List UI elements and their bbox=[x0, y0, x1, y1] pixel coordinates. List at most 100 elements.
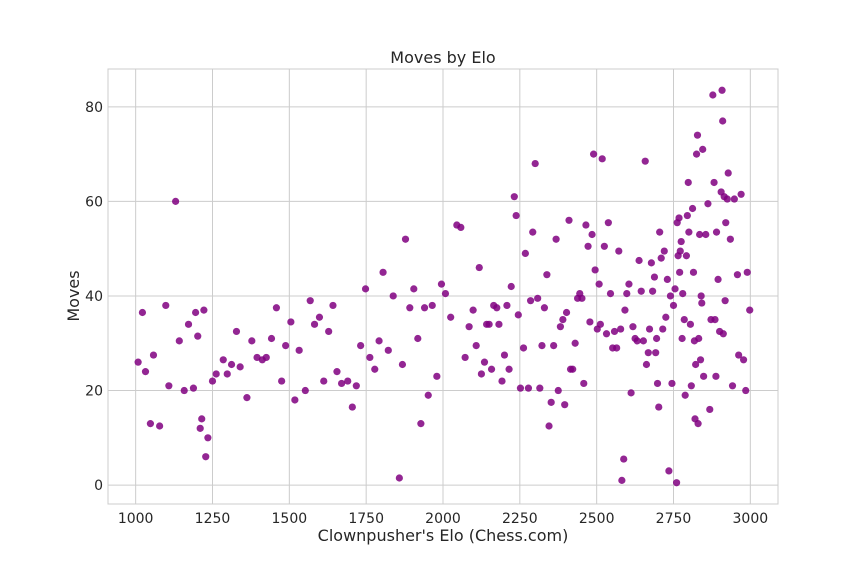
data-point bbox=[536, 384, 544, 392]
data-point bbox=[320, 377, 328, 385]
data-point bbox=[698, 299, 706, 307]
data-point bbox=[295, 346, 303, 354]
data-point bbox=[447, 313, 455, 321]
data-point bbox=[627, 389, 635, 397]
data-point bbox=[571, 339, 579, 347]
data-point bbox=[746, 306, 754, 314]
data-point bbox=[565, 216, 573, 224]
data-point bbox=[582, 221, 590, 229]
data-point bbox=[503, 301, 511, 310]
data-point bbox=[676, 247, 684, 255]
data-point bbox=[672, 479, 681, 487]
data-point bbox=[625, 280, 633, 288]
data-point bbox=[685, 228, 693, 236]
data-point bbox=[615, 247, 623, 255]
data-point bbox=[588, 230, 596, 239]
data-point bbox=[699, 145, 707, 153]
data-point bbox=[191, 308, 200, 317]
data-point bbox=[514, 311, 522, 319]
data-point bbox=[441, 289, 450, 298]
data-point bbox=[519, 344, 528, 352]
data-point bbox=[469, 306, 477, 314]
data-point bbox=[384, 346, 392, 354]
data-point bbox=[680, 315, 688, 324]
data-point bbox=[198, 415, 206, 423]
data-point bbox=[706, 405, 714, 414]
data-point bbox=[578, 294, 586, 302]
data-point bbox=[710, 178, 718, 187]
data-point bbox=[232, 327, 241, 336]
data-point bbox=[665, 467, 673, 475]
data-point bbox=[653, 334, 661, 343]
data-point bbox=[556, 323, 565, 331]
data-point bbox=[663, 275, 671, 284]
y-tick-label: 0 bbox=[94, 478, 103, 494]
data-point bbox=[712, 228, 721, 236]
data-point bbox=[721, 297, 729, 305]
data-point bbox=[437, 280, 446, 288]
data-point bbox=[461, 353, 469, 362]
data-point bbox=[175, 337, 183, 345]
data-point bbox=[417, 420, 425, 428]
data-point bbox=[637, 287, 645, 295]
data-point bbox=[552, 235, 560, 243]
data-point bbox=[655, 403, 663, 411]
data-point bbox=[545, 422, 553, 430]
x-tick-label: 1750 bbox=[348, 511, 384, 527]
data-point bbox=[569, 365, 577, 373]
data-point bbox=[512, 211, 520, 220]
data-points bbox=[134, 86, 754, 487]
data-point bbox=[681, 391, 689, 399]
data-point bbox=[730, 195, 738, 203]
data-point bbox=[366, 353, 374, 362]
y-tick-label: 80 bbox=[85, 100, 103, 116]
data-point bbox=[401, 235, 410, 243]
data-point bbox=[669, 301, 678, 310]
data-point bbox=[500, 351, 509, 359]
data-point bbox=[406, 304, 414, 312]
data-point bbox=[617, 325, 625, 333]
data-point bbox=[487, 365, 496, 373]
data-point bbox=[657, 254, 665, 262]
data-point bbox=[722, 219, 730, 227]
data-point bbox=[652, 349, 660, 357]
data-point bbox=[595, 280, 603, 288]
data-point bbox=[666, 292, 675, 300]
data-point bbox=[704, 200, 712, 208]
data-point bbox=[510, 193, 518, 201]
data-point bbox=[653, 379, 662, 388]
data-point bbox=[505, 365, 513, 373]
data-point bbox=[714, 275, 722, 284]
data-point bbox=[200, 306, 208, 314]
data-point bbox=[337, 379, 346, 388]
data-point bbox=[325, 327, 333, 336]
data-point bbox=[693, 131, 702, 139]
data-point bbox=[389, 292, 397, 300]
data-point bbox=[635, 256, 643, 265]
data-point bbox=[371, 365, 379, 373]
x-tick-label: 2500 bbox=[579, 511, 615, 527]
data-point bbox=[679, 289, 687, 298]
data-point bbox=[291, 396, 299, 404]
x-tick-label: 1000 bbox=[118, 511, 154, 527]
data-point bbox=[333, 368, 341, 376]
data-point bbox=[424, 391, 432, 399]
data-point bbox=[162, 301, 170, 310]
data-point bbox=[184, 320, 193, 328]
data-point bbox=[696, 230, 704, 239]
y-tick-label: 60 bbox=[85, 194, 103, 210]
data-point bbox=[495, 320, 503, 328]
data-point bbox=[684, 178, 692, 187]
data-point bbox=[598, 155, 606, 163]
data-point bbox=[650, 273, 659, 281]
data-point bbox=[202, 453, 210, 461]
data-point bbox=[559, 315, 567, 324]
data-point bbox=[584, 242, 592, 250]
data-point bbox=[219, 356, 227, 364]
x-tick-label: 2750 bbox=[656, 511, 692, 527]
data-point bbox=[623, 289, 631, 298]
data-point bbox=[521, 249, 529, 258]
data-point bbox=[686, 320, 695, 328]
data-point bbox=[538, 342, 546, 350]
data-point bbox=[329, 301, 337, 310]
